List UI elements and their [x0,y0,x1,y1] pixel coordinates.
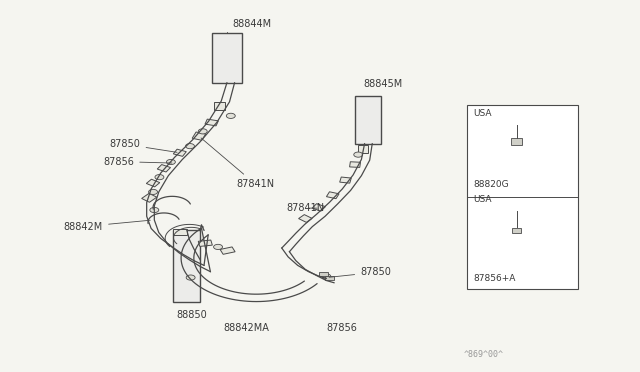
Circle shape [198,129,207,134]
Bar [349,162,360,167]
Bar [355,96,381,144]
Circle shape [155,174,164,180]
Text: 88842M: 88842M [64,220,150,231]
Bar [157,164,170,172]
Text: 87856: 87856 [103,157,172,167]
Bar [212,33,243,83]
Bar [319,272,328,276]
Bar [205,119,218,126]
Circle shape [322,274,331,279]
Text: 88850: 88850 [177,310,207,320]
Text: 87841N: 87841N [287,203,325,213]
Circle shape [214,244,223,250]
Bar [312,204,325,211]
Text: 88845M: 88845M [364,79,403,89]
Bar [198,240,212,246]
Circle shape [354,152,363,157]
Bar [512,228,521,233]
Bar [214,102,225,110]
Bar [192,132,205,140]
Circle shape [186,144,195,149]
Bar [358,145,369,153]
Text: USA: USA [473,195,492,203]
Bar [340,177,351,183]
Text: 88844M: 88844M [232,19,271,29]
Text: 87841N: 87841N [201,138,274,189]
Bar [147,179,160,187]
Circle shape [166,160,175,164]
Bar [173,230,200,302]
Text: 87856: 87856 [326,323,357,333]
Bar [511,138,522,145]
Text: 88820G: 88820G [473,180,509,189]
Bar [173,229,187,235]
Text: 87850: 87850 [329,267,391,278]
Circle shape [150,208,159,212]
Bar [220,247,235,254]
Bar [467,105,578,289]
Bar [326,192,339,199]
Bar [141,193,157,202]
Circle shape [227,113,236,118]
Text: 87856+A: 87856+A [473,274,515,283]
Text: 88842MA: 88842MA [223,323,269,333]
Bar [173,149,186,156]
Bar [299,215,312,222]
Bar [325,276,334,280]
Text: USA: USA [473,109,492,118]
Circle shape [148,189,157,195]
Text: ^869^00^: ^869^00^ [463,350,504,359]
Text: 87850: 87850 [109,139,177,153]
Circle shape [186,275,195,280]
